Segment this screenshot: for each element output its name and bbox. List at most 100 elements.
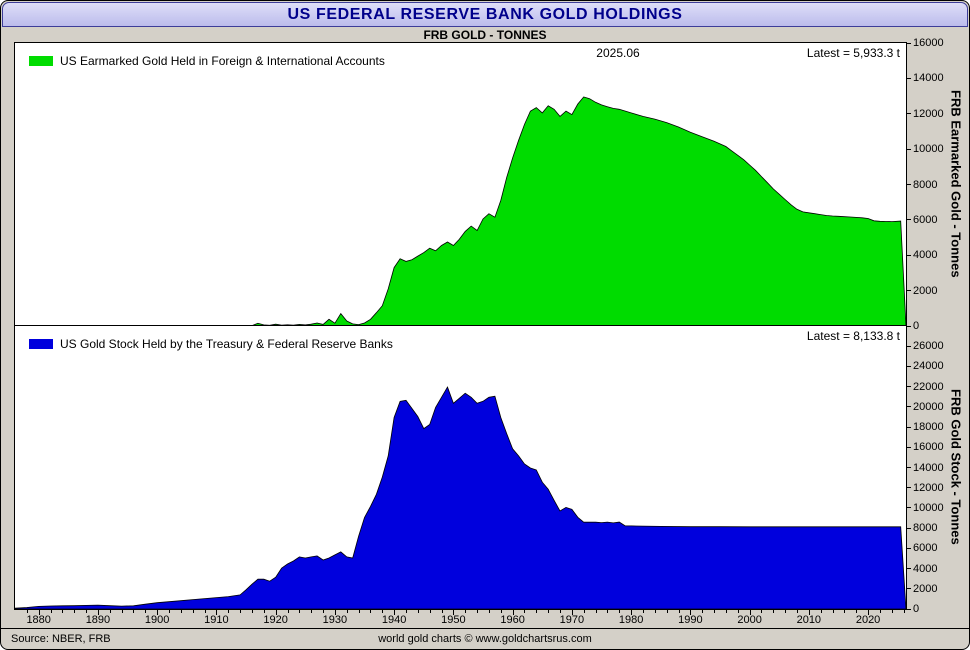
legend-goldstock: US Gold Stock Held by the Treasury & Fed…: [29, 337, 393, 351]
x-tick-minor: [761, 610, 763, 613]
x-tick-minor: [86, 610, 88, 613]
goldstock-axis-title: FRB Gold Stock - Tonnes: [948, 388, 964, 545]
x-tick-minor: [74, 610, 76, 613]
x-tick-minor: [204, 610, 206, 613]
y-tick-label: 10000: [913, 501, 944, 514]
x-tick-minor: [891, 610, 893, 613]
x-tick-minor: [311, 610, 313, 613]
y-tick: [907, 608, 911, 610]
x-tick-minor: [429, 610, 431, 613]
x-tick-minor: [536, 610, 538, 613]
y-tick-label: 8000: [913, 522, 938, 535]
x-tick-minor: [879, 610, 881, 613]
y-tick: [907, 42, 911, 44]
x-tick-label: 1960: [500, 614, 525, 626]
x-tick-major: [453, 610, 455, 615]
x-tick-minor: [607, 610, 609, 613]
goldstock-latest-value: Latest = 8,133.8 t: [806, 329, 900, 343]
earmarked-legend-swatch: [29, 56, 53, 66]
x-tick-minor: [737, 610, 739, 613]
y-tick-label: 14000: [913, 461, 944, 474]
x-tick-minor: [50, 610, 52, 613]
earmarked-area: [15, 96, 906, 326]
x-tick-minor: [382, 610, 384, 613]
y-tick: [907, 547, 911, 549]
x-tick-label: 2020: [855, 614, 881, 626]
y-tick: [907, 345, 911, 347]
goldstock-area-chart: [15, 386, 906, 609]
y-tick-label: 4000: [913, 249, 938, 262]
x-tick-minor: [583, 610, 585, 613]
x-tick-minor: [358, 610, 360, 613]
x-tick-label: 1980: [618, 614, 644, 626]
x-tick-label: 2010: [796, 614, 822, 626]
y-tick: [907, 113, 911, 115]
x-tick-minor: [180, 610, 182, 613]
x-tick-major: [571, 610, 573, 615]
x-tick-minor: [725, 610, 727, 613]
x-tick-minor: [109, 610, 111, 613]
x-tick-label: 1900: [144, 614, 170, 626]
footer: Source: NBER, FRB world gold charts © ww…: [1, 628, 969, 649]
y-tick: [907, 325, 911, 327]
x-tick-minor: [844, 610, 846, 613]
x-tick-major: [868, 610, 870, 615]
x-tick-minor: [287, 610, 289, 613]
legend-earmarked: US Earmarked Gold Held in Foreign & Inte…: [29, 54, 385, 68]
latest-date-annotation: 2025.06: [596, 46, 640, 60]
x-tick-minor: [666, 610, 668, 613]
earmarked-legend-label: US Earmarked Gold Held in Foreign & Inte…: [60, 54, 385, 68]
y-tick: [907, 406, 911, 408]
x-tick-minor: [465, 610, 467, 613]
page-title: US FEDERAL RESERVE BANK GOLD HOLDINGS: [287, 5, 683, 23]
x-tick-minor: [903, 610, 905, 613]
x-tick-minor: [417, 610, 419, 613]
y-tick: [907, 467, 911, 468]
x-tick-major: [690, 610, 692, 615]
x-tick-major: [394, 610, 396, 615]
title-bar: US FEDERAL RESERVE BANK GOLD HOLDINGS: [2, 2, 968, 27]
x-tick-minor: [405, 610, 407, 613]
y-tick: [907, 184, 911, 185]
goldstock-area: [15, 386, 906, 609]
y-tick-label: 2000: [913, 284, 938, 297]
y-tick: [907, 365, 911, 367]
x-tick-major: [631, 610, 633, 615]
x-tick-minor: [169, 610, 171, 613]
x-tick-minor: [832, 610, 834, 613]
x-tick-minor: [856, 610, 858, 613]
x-tick-minor: [773, 610, 775, 613]
y-tick-label: 20000: [913, 400, 944, 413]
y-tick-label: 14000: [913, 72, 944, 85]
x-tick-minor: [299, 610, 301, 613]
y-tick: [907, 446, 911, 448]
x-tick-label: 1990: [678, 614, 703, 626]
x-tick-major: [334, 610, 336, 615]
earmarked-latest-value: Latest = 5,933.3 t: [806, 46, 900, 60]
y-tick-label: 22000: [913, 380, 944, 393]
x-tick-minor: [820, 610, 822, 613]
x-tick-minor: [488, 610, 490, 613]
y-tick: [907, 507, 911, 509]
x-tick-minor: [678, 610, 680, 613]
x-tick-minor: [228, 610, 230, 613]
y-tick: [907, 487, 911, 489]
y-tick-label: 18000: [913, 421, 944, 434]
y-tick: [907, 219, 911, 221]
y-tick-label: 16000: [913, 37, 944, 49]
y-tick: [907, 77, 911, 79]
x-tick-major: [216, 610, 218, 615]
y-tick: [907, 426, 911, 428]
x-tick-label: 1880: [26, 614, 51, 626]
y-tick-label: 16000: [913, 441, 944, 454]
x-tick-major: [512, 610, 514, 615]
y-tick-label: 0: [913, 603, 920, 615]
x-tick-major: [157, 610, 159, 615]
x-tick-major: [38, 610, 40, 615]
x-tick-minor: [240, 610, 242, 613]
y-tick-label: 8000: [913, 178, 938, 191]
source-note: Source: NBER, FRB: [11, 633, 111, 645]
earmarked-area-chart: [15, 96, 906, 326]
y-tick-label: 4000: [913, 562, 938, 575]
credit-note: world gold charts © www.goldchartsrus.co…: [378, 633, 592, 645]
